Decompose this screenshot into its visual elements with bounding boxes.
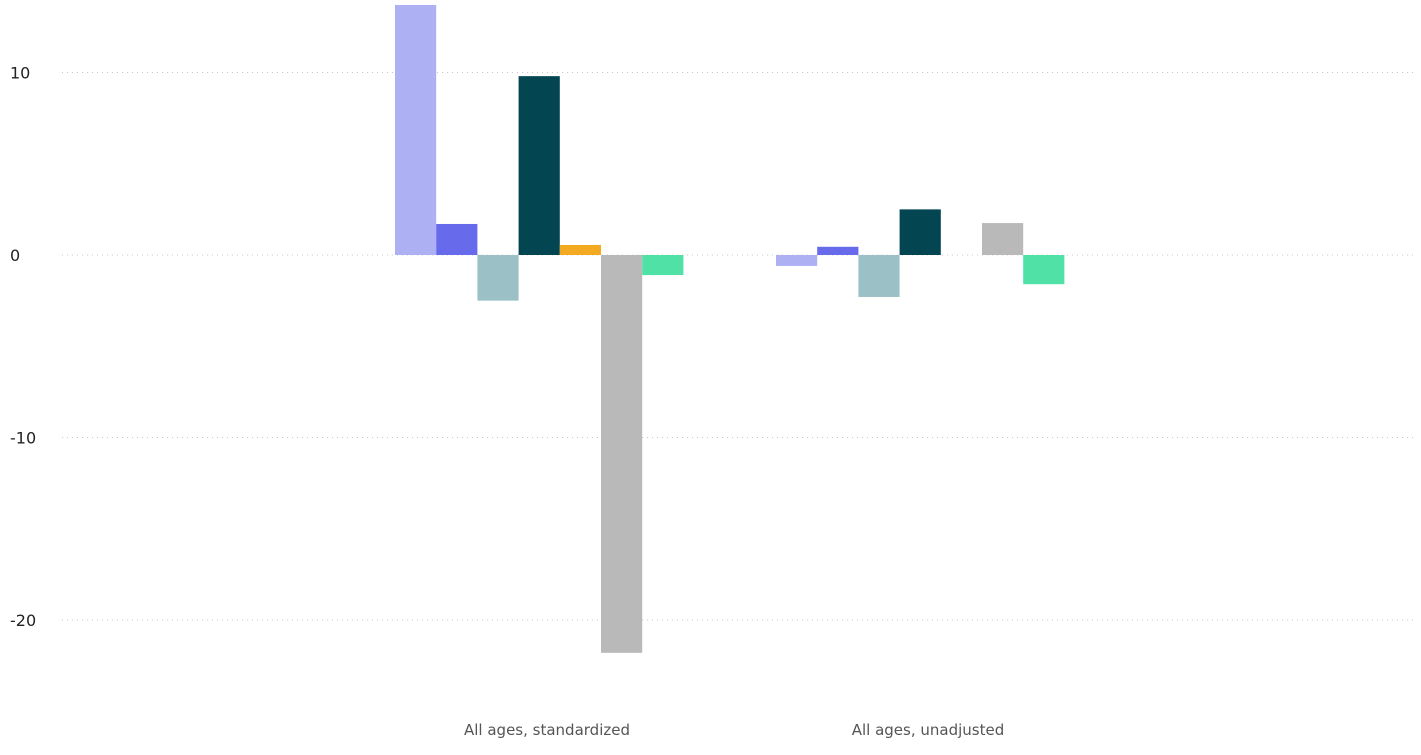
bar[interactable] [776, 255, 818, 266]
y-axis-tick-labels: 10 0 -10 -20 [10, 64, 36, 631]
bar[interactable] [559, 244, 601, 255]
bar[interactable] [601, 255, 643, 653]
bar[interactable] [518, 76, 560, 256]
gridlines [62, 72, 1416, 621]
bar[interactable] [858, 255, 900, 297]
bar[interactable] [642, 255, 684, 276]
bar[interactable] [477, 255, 519, 301]
bar[interactable] [899, 209, 941, 255]
y-tick-label: 0 [10, 246, 20, 265]
y-tick-label: 10 [10, 64, 30, 83]
bars [395, 4, 1065, 653]
x-category-label: All ages, unadjusted [852, 721, 1005, 739]
bar[interactable] [436, 223, 478, 255]
bar[interactable] [817, 246, 859, 255]
bar[interactable] [982, 223, 1024, 255]
x-axis-category-labels: All ages, standardized All ages, unadjust… [464, 721, 1004, 739]
y-tick-label: -10 [10, 429, 36, 448]
x-category-label: All ages, standardized [464, 721, 630, 739]
bar[interactable] [1023, 255, 1065, 285]
bar[interactable] [395, 4, 437, 255]
y-tick-label: -20 [10, 611, 36, 630]
